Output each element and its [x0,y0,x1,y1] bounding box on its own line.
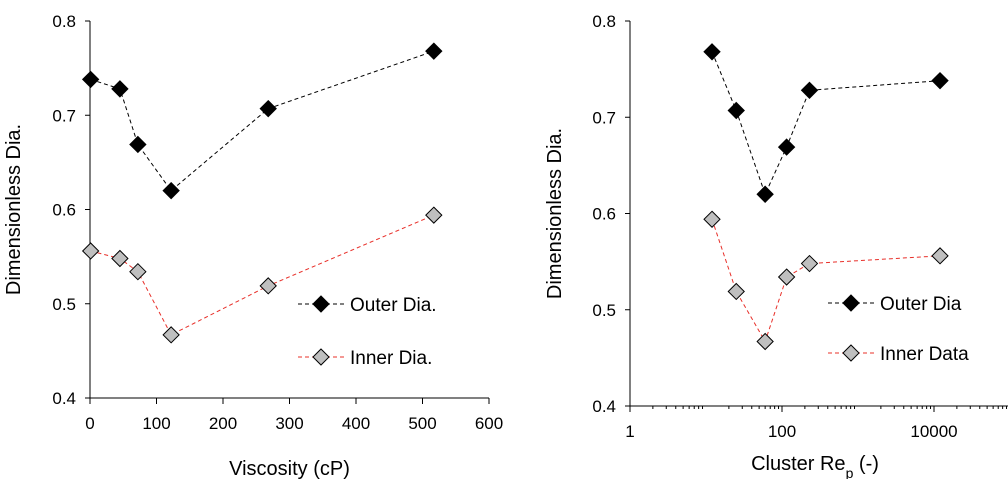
data-point [162,181,180,200]
data-point [703,43,721,61]
data-point [259,277,277,295]
chart-1: 0.4 0.5 0.6 0.7 0.8 0 100 200 300 400 500 600 Dimens… [3,12,503,479]
series-inner [703,210,949,351]
series-line [711,219,941,343]
x-tick-label: 100 [768,422,796,441]
series-outer [81,42,443,200]
series-outer [703,43,949,203]
series-inner [81,206,443,344]
series-line [90,50,434,192]
data-point [931,71,949,90]
data-point [931,247,949,265]
data-point [777,138,796,156]
data-point [800,254,819,273]
data-point [756,332,774,351]
y-tick-label: 0.7 [52,106,76,125]
legend-label: Inner Data [880,344,969,365]
x-axis-title: Cluster Rep (-) [751,453,879,479]
legend-marker [312,295,330,313]
data-point [129,135,147,154]
legend-item: Inner Data [828,344,969,365]
data-point [727,282,745,301]
y-tick-label: 0.6 [592,205,616,224]
legend-marker [842,344,860,362]
data-point [111,249,129,268]
legend-label: Outer Dia. [350,295,437,316]
y-tick-label: 0.4 [52,389,76,408]
x-tick-label: 600 [475,414,503,433]
data-point [162,326,180,344]
x-tick-label: 1 [625,422,634,441]
x-axis-title: Viscosity (cP) [229,458,350,479]
x-tick-label: 10000 [910,422,957,441]
y-tick-label: 0.5 [52,295,76,314]
x-tick-label: 0 [85,414,94,433]
data-point [81,242,100,260]
y-tick-label: 0.8 [52,12,76,31]
series-line [90,214,435,336]
data-point [800,81,819,100]
legend-marker [842,294,860,312]
data-point [425,206,443,224]
x-tick-label: 500 [408,414,436,433]
data-point [425,42,443,60]
series-line [711,51,941,196]
data-point [777,268,796,286]
data-point [703,210,721,228]
y-tick-label: 0.6 [52,201,76,220]
data-point [129,262,147,281]
data-point [259,99,277,118]
legend-item: Outer Dia. [298,295,437,316]
x-tick-label: 400 [342,414,370,433]
y-axis-title: Dimensionless Dia. [544,128,566,299]
data-point [727,101,745,120]
legend-label: Outer Dia [880,294,962,315]
legend-marker [312,348,330,366]
data-point [756,185,774,203]
y-tick-label: 0.5 [592,301,616,320]
chart-2: 0.4 0.5 0.6 0.7 0.8 1 100 10000 Dimensionless Di… [544,12,1008,479]
x-tick-label: 100 [142,414,170,433]
legend-item: Inner Dia. [298,348,432,369]
y-axis-title: Dimensionless Dia. [3,124,25,295]
data-point [81,70,100,89]
y-tick-label: 0.8 [592,12,616,31]
legend-label: Inner Dia. [350,348,432,369]
y-tick-label: 0.4 [592,397,616,416]
legend-item: Outer Dia [828,294,962,315]
data-point [111,80,129,98]
y-tick-label: 0.7 [592,108,616,127]
x-tick-label: 300 [275,414,303,433]
x-tick-label: 200 [209,414,237,433]
